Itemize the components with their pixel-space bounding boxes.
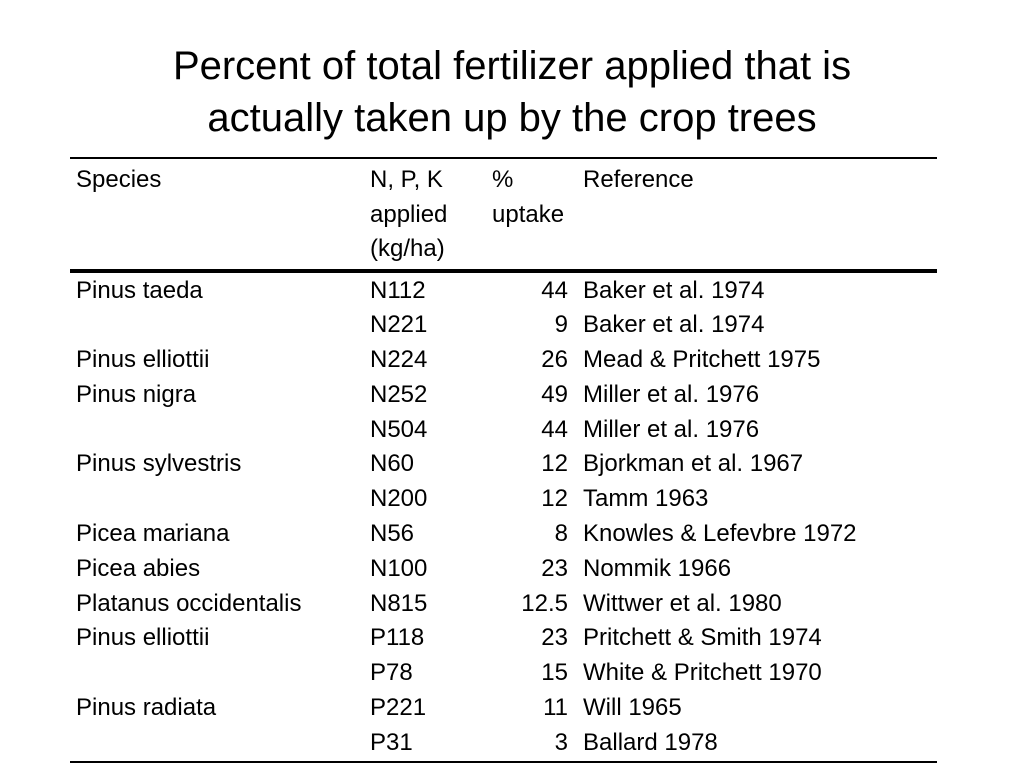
- cell-reference: White & Pritchett 1970: [583, 659, 822, 687]
- cell-species: Pinus sylvestris: [76, 450, 242, 478]
- cell-npk: N56: [370, 520, 415, 548]
- cell-npk: N252: [370, 380, 428, 408]
- table-row: N200 12 Tamm 1963: [70, 482, 937, 517]
- table-row: Pinus nigra N252 49 Miller et al. 1976: [70, 378, 937, 413]
- cell-npk: P221: [370, 694, 427, 722]
- header-species: Species: [70, 157, 364, 273]
- cell-uptake: 8: [554, 520, 568, 548]
- cell-species: Pinus taeda: [76, 276, 203, 304]
- cell-reference: Ballard 1978: [577, 725, 937, 763]
- cell-npk: N815: [370, 589, 428, 617]
- header-reference: Reference: [577, 157, 937, 273]
- cell-npk: P31: [364, 725, 486, 763]
- cell-species: Pinus nigra: [76, 380, 197, 408]
- cell-npk: N112: [370, 276, 426, 304]
- cell-uptake: 23: [541, 624, 568, 652]
- cell-uptake: 12: [541, 450, 568, 478]
- cell-reference: Pritchett & Smith 1974: [583, 624, 822, 652]
- cell-npk: N221: [370, 311, 428, 339]
- fertilizer-uptake-table-container: Species N, P, K applied (kg/ha) % uptake…: [70, 157, 937, 763]
- table-row: Pinus sylvestris N60 12 Bjorkman et al. …: [70, 447, 937, 482]
- cell-npk: N200: [370, 485, 428, 513]
- fertilizer-uptake-table: Species N, P, K applied (kg/ha) % uptake…: [70, 157, 937, 763]
- cell-species: [70, 413, 364, 448]
- cell-uptake: 9: [554, 311, 568, 339]
- cell-species: [70, 656, 364, 691]
- cell-npk: N504: [370, 415, 428, 443]
- cell-uptake: 3: [486, 725, 577, 763]
- cell-uptake: 12: [541, 485, 568, 513]
- table-row: P31 3 Ballard 1978: [70, 725, 937, 763]
- cell-reference: Nommik 1966: [583, 554, 732, 582]
- cell-uptake: 49: [541, 380, 568, 408]
- cell-species: [70, 725, 364, 763]
- cell-reference: Baker et al. 1974: [583, 276, 765, 304]
- cell-reference: Knowles & Lefevbre 1972: [583, 520, 857, 548]
- table-row: Picea mariana N56 8 Knowles & Lefevbre 1…: [70, 517, 937, 552]
- header-npk-line-2: applied: [370, 200, 448, 228]
- cell-uptake: 26: [541, 346, 568, 374]
- table-body: Pinus taeda N112 44 Baker et al. 1974 N2…: [70, 271, 937, 763]
- table-row: Pinus radiata P221 11 Will 1965: [70, 691, 937, 726]
- header-species-line: Species: [76, 166, 162, 193]
- cell-uptake: 23: [541, 554, 568, 582]
- page-title: Percent of total fertilizer applied that…: [0, 40, 1024, 144]
- cell-uptake: 15: [541, 659, 568, 687]
- cell-reference: Mead & Pritchett 1975: [583, 346, 821, 374]
- cell-species: Picea abies: [76, 554, 201, 582]
- cell-reference: Will 1965: [583, 694, 682, 722]
- cell-reference: Miller et al. 1976: [583, 380, 760, 408]
- table-row: Pinus elliottii N224 26 Mead & Pritchett…: [70, 343, 937, 378]
- table-row: N504 44 Miller et al. 1976: [70, 413, 937, 448]
- table-row: Pinus elliottii P118 23 Pritchett & Smit…: [70, 621, 937, 656]
- cell-uptake: 44: [541, 276, 568, 304]
- cell-reference: Wittwer et al. 1980: [583, 589, 782, 617]
- header-uptake-line-1: %: [492, 166, 514, 193]
- table-row: N221 9 Baker et al. 1974: [70, 308, 937, 343]
- title-line-1: Percent of total fertilizer applied that…: [172, 44, 852, 88]
- cell-reference: Tamm 1963: [583, 485, 709, 513]
- header-npk-line-3: (kg/ha): [370, 235, 445, 262]
- cell-uptake: 12.5: [521, 589, 568, 617]
- cell-species: Pinus radiata: [76, 694, 217, 722]
- cell-npk: P78: [370, 659, 413, 687]
- cell-npk: N100: [370, 554, 428, 582]
- title-line-2: actually taken up by the crop trees: [207, 96, 817, 140]
- table-row: Picea abies N100 23 Nommik 1966: [70, 552, 937, 587]
- cell-species: Pinus elliottii: [76, 624, 210, 652]
- table-row: Pinus taeda N112 44 Baker et al. 1974: [70, 271, 937, 309]
- header-npk-applied: N, P, K applied (kg/ha): [364, 157, 486, 273]
- cell-uptake: 11: [543, 694, 568, 722]
- cell-species: [70, 482, 364, 517]
- table-row: Platanus occidentalis N815 12.5 Wittwer …: [70, 587, 937, 622]
- cell-reference: Bjorkman et al. 1967: [583, 450, 804, 478]
- cell-npk: N60: [370, 450, 415, 478]
- cell-reference: Miller et al. 1976: [583, 415, 760, 443]
- cell-reference: Baker et al. 1974: [583, 311, 765, 339]
- table-row: P78 15 White & Pritchett 1970: [70, 656, 937, 691]
- cell-species: [70, 308, 364, 343]
- cell-species: Pinus elliottii: [76, 346, 210, 374]
- cell-npk: N224: [370, 346, 428, 374]
- cell-npk: P118: [370, 624, 425, 652]
- header-percent-uptake: % uptake: [486, 157, 577, 273]
- header-row: Species N, P, K applied (kg/ha) % uptake…: [70, 157, 937, 273]
- header-reference-line: Reference: [583, 166, 694, 193]
- cell-species: Picea mariana: [76, 520, 230, 548]
- header-uptake-line-2: uptake: [492, 200, 565, 228]
- header-npk-line-1: N, P, K: [370, 166, 443, 193]
- cell-species: Platanus occidentalis: [76, 589, 302, 617]
- table-header: Species N, P, K applied (kg/ha) % uptake…: [70, 157, 937, 273]
- cell-uptake: 44: [541, 415, 568, 443]
